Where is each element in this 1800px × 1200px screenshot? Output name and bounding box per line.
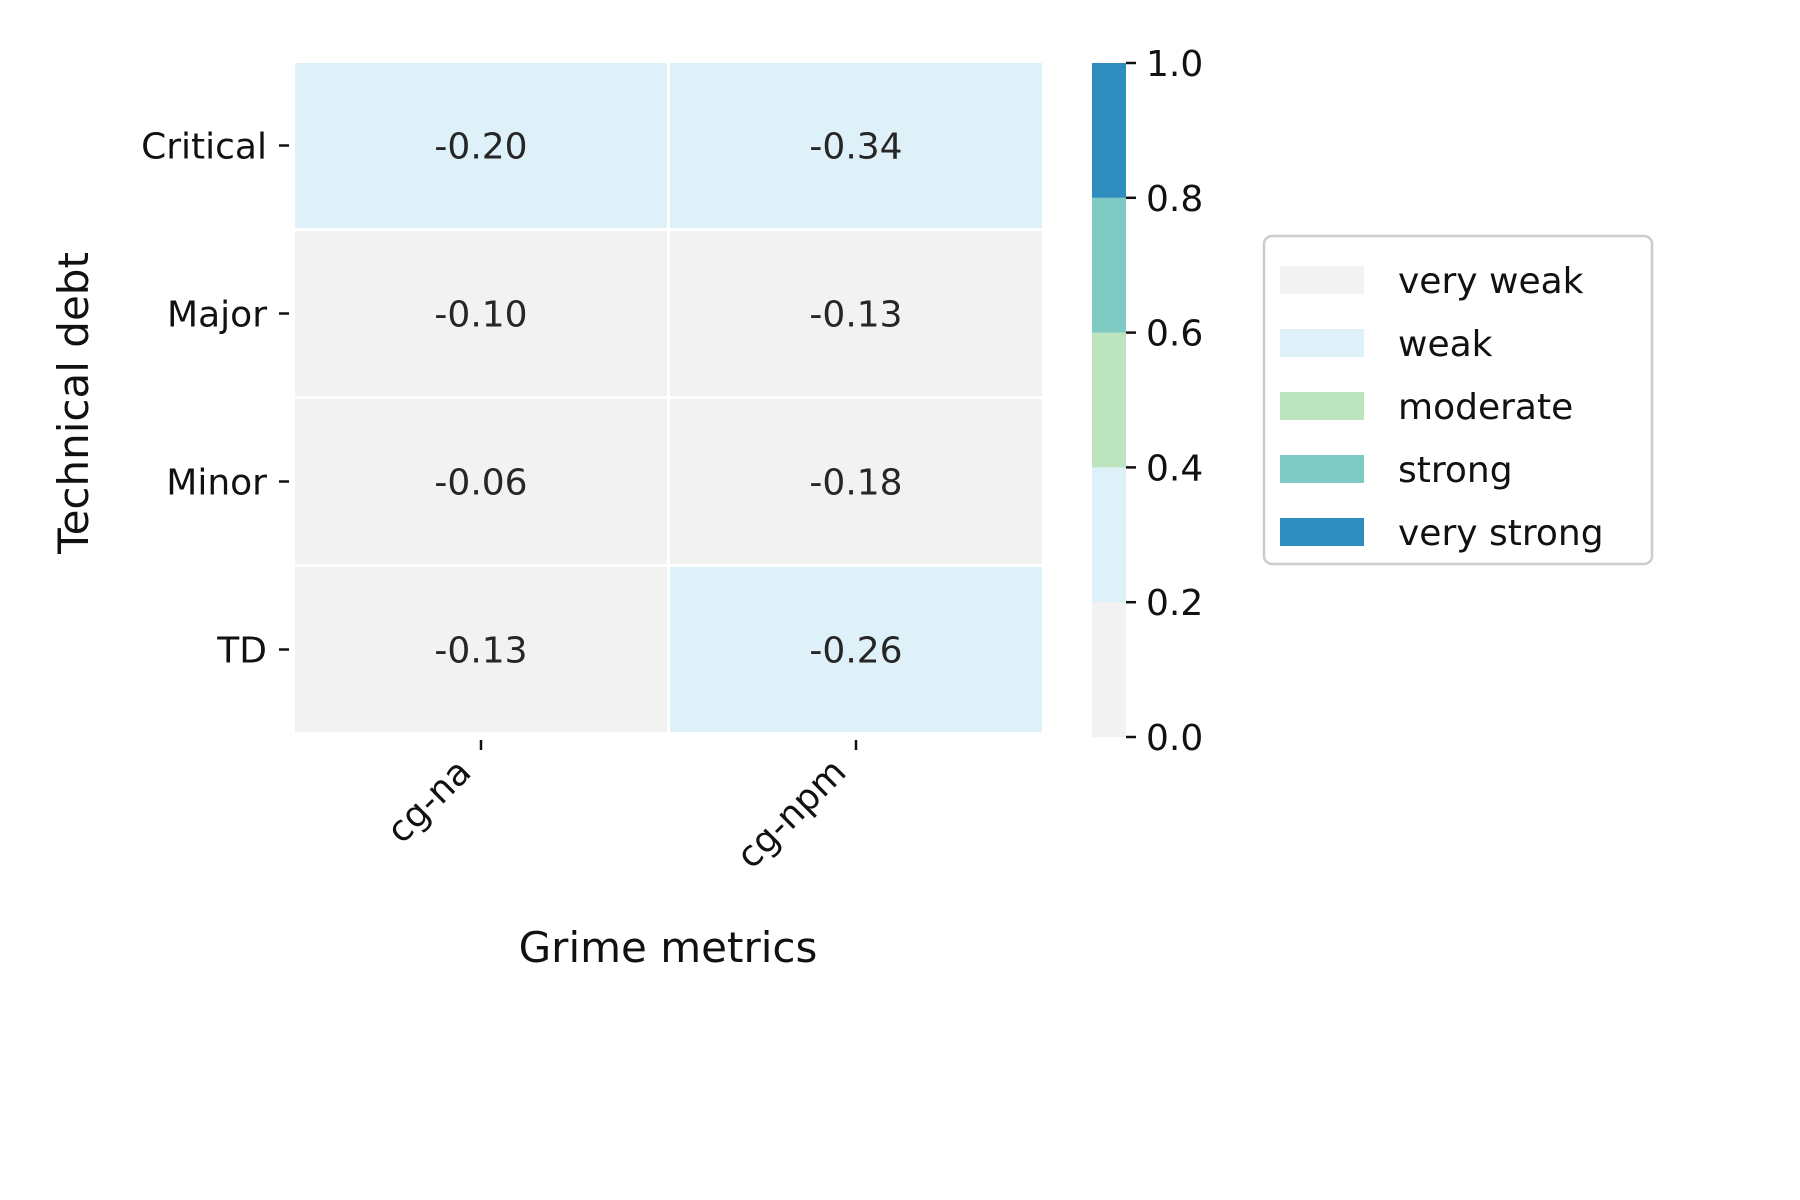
colorbar-tick-label: 0.2 xyxy=(1146,583,1203,624)
heatmap-cell xyxy=(295,399,667,564)
y-tick-label: Major xyxy=(167,295,267,336)
cell-value-label: -0.13 xyxy=(809,295,902,336)
cell-value-label: -0.20 xyxy=(434,127,527,168)
cell-value-label: -0.06 xyxy=(434,463,527,504)
legend-swatch xyxy=(1280,266,1364,294)
legend-swatch xyxy=(1280,518,1364,546)
heatmap-cells: -0.20 -0.34 -0.10 -0.13 -0.06 -0.18 -0.13 -0.26 xyxy=(295,63,1042,732)
legend-swatch xyxy=(1280,392,1364,420)
cell-value-label: -0.26 xyxy=(809,631,902,672)
legend-swatch xyxy=(1280,455,1364,483)
x-tick-label: cg-npm xyxy=(729,751,854,876)
x-axis-title: Grime metrics xyxy=(519,923,818,972)
heatmap-cell xyxy=(670,231,1042,396)
legend-swatch xyxy=(1280,329,1364,357)
legend-label: moderate xyxy=(1398,387,1573,428)
y-axis-title: Technical debt xyxy=(49,252,98,555)
colorbar-tick-label: 0.4 xyxy=(1146,448,1203,489)
colorbar-tick-label: 0.0 xyxy=(1146,718,1203,759)
heatmap-cell xyxy=(295,63,667,228)
colorbar-segment xyxy=(1092,602,1126,737)
heatmap-cell xyxy=(295,567,667,732)
legend-label: very strong xyxy=(1398,513,1604,554)
y-tick-label: TD xyxy=(216,631,267,672)
x-axis: cg-na cg-npm xyxy=(379,740,858,877)
colorbar-segment xyxy=(1092,197,1126,333)
colorbar-tick-label: 1.0 xyxy=(1146,44,1203,85)
colorbar-tick-label: 0.8 xyxy=(1146,179,1203,220)
y-axis: Critical Major Minor TD xyxy=(141,127,289,672)
y-tick-label: Critical xyxy=(141,127,267,168)
colorbar-tick-label: 0.6 xyxy=(1146,314,1203,355)
colorbar-segment xyxy=(1092,332,1126,468)
cell-value-label: -0.10 xyxy=(434,295,527,336)
cell-value-label: -0.13 xyxy=(434,631,527,672)
legend-label: strong xyxy=(1398,450,1513,491)
colorbar-segment xyxy=(1092,63,1126,198)
colorbar: 0.0 0.2 0.4 0.6 0.8 1.0 xyxy=(1092,44,1203,759)
y-tick-label: Minor xyxy=(166,463,267,504)
heatmap-cell xyxy=(670,63,1042,228)
legend-label: very weak xyxy=(1398,261,1584,302)
x-tick-label: cg-na xyxy=(379,751,479,851)
colorbar-segment xyxy=(1092,467,1126,603)
legend-label: weak xyxy=(1398,324,1493,365)
heatmap-cell xyxy=(670,567,1042,732)
heatmap-cell xyxy=(295,231,667,396)
legend: very weak weak moderate strong very strong xyxy=(1262,234,1654,566)
cell-value-label: -0.34 xyxy=(809,127,902,168)
cell-value-label: -0.18 xyxy=(809,463,902,504)
heatmap-cell xyxy=(670,399,1042,564)
